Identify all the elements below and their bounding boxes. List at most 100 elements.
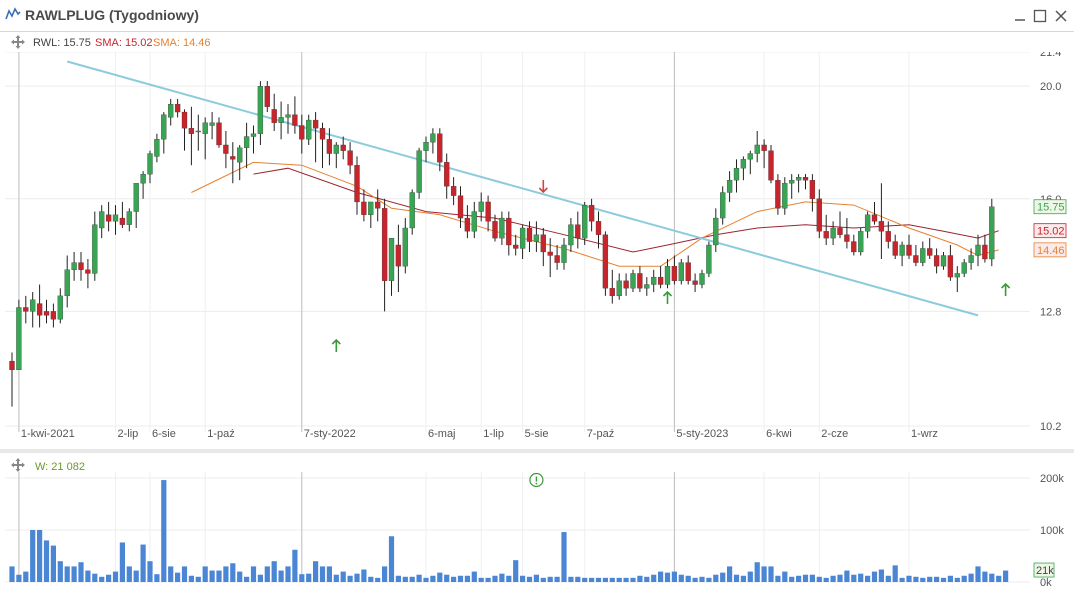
arrow-up-icon <box>331 338 341 352</box>
arrow-down-icon <box>538 180 548 194</box>
candle-body <box>306 119 312 140</box>
pane-separator[interactable] <box>0 449 1074 453</box>
candle-body <box>92 224 98 274</box>
x-tick-label: 2-cze <box>821 428 848 440</box>
move-icon[interactable] <box>10 34 26 50</box>
candle-body <box>685 262 691 281</box>
volume-bar <box>168 566 174 582</box>
volume-bar <box>457 575 464 582</box>
arrow-up-icon <box>1001 282 1011 296</box>
legend-rwl: RWL: 15.75 <box>33 37 91 49</box>
volume-bar <box>616 577 622 582</box>
last-value-label: 15.75 <box>1037 202 1065 214</box>
volume-bar <box>740 575 746 582</box>
move-icon[interactable] <box>10 457 26 473</box>
vol-last-badge <box>1033 562 1055 578</box>
volume-bar <box>361 569 367 582</box>
volume-bar <box>892 565 898 582</box>
volume-bar <box>961 575 967 582</box>
candle-body <box>906 244 912 256</box>
volume-bar <box>50 545 56 582</box>
volume-bar <box>796 575 802 582</box>
volume-bar <box>871 571 878 582</box>
x-tick-label: 1-paź <box>207 428 235 440</box>
volume-bar <box>547 576 553 582</box>
volume-bar <box>230 563 236 582</box>
volume-bar <box>23 571 29 582</box>
volume-bar <box>175 572 181 582</box>
candle-body <box>161 114 167 140</box>
candle-body <box>595 221 602 235</box>
volume-bar <box>595 577 602 582</box>
volume-bar <box>195 576 201 582</box>
candle-body <box>651 276 657 285</box>
arrow-up-head <box>331 338 341 345</box>
candle-body <box>326 139 333 154</box>
volume-bar <box>223 566 229 582</box>
candle-body <box>126 211 132 225</box>
candle-body <box>526 227 533 242</box>
volume-bar <box>264 566 270 582</box>
x-tick-label: 5-sie <box>525 428 549 440</box>
candle-body <box>699 273 705 285</box>
volume-bar <box>816 576 822 582</box>
candle-body <box>706 244 712 274</box>
x-tick-label: 1-wrz <box>911 428 938 440</box>
x-tick-label: 1-lip <box>483 428 504 440</box>
candle-body <box>809 180 816 199</box>
trend-line[interactable] <box>66 60 979 317</box>
volume-bar <box>319 566 326 582</box>
candle-body <box>57 295 63 320</box>
volume-bar <box>368 576 374 582</box>
candle-body <box>43 311 50 316</box>
candle-body <box>637 273 643 289</box>
volume-bar <box>706 577 712 582</box>
last-value-label: 15.02 <box>1037 226 1065 238</box>
volume-bar <box>37 530 43 582</box>
info-circle-icon[interactable] <box>529 472 544 488</box>
volume-bar <box>927 576 933 582</box>
candle-body <box>533 234 540 242</box>
volume-bar <box>188 575 194 582</box>
candle-body <box>885 231 891 242</box>
last-value-badge <box>1033 199 1067 215</box>
volume-bar <box>602 577 608 582</box>
candle-body <box>547 251 553 256</box>
candle-body <box>664 266 671 285</box>
candle-body <box>381 208 388 281</box>
volume-bar <box>78 562 84 582</box>
candle-body <box>733 168 740 181</box>
candle-body <box>154 139 160 157</box>
candle-body <box>657 276 664 285</box>
candle-body <box>9 360 15 371</box>
volume-bar <box>844 570 850 582</box>
candle-body <box>209 122 215 126</box>
candle-body <box>395 244 402 267</box>
volume-bar <box>858 573 864 582</box>
volume-bar <box>292 549 298 582</box>
candle-body <box>430 133 436 143</box>
minimize-icon[interactable] <box>1012 8 1028 24</box>
candle-body <box>554 255 560 263</box>
volume-bar <box>782 571 788 582</box>
volume-bar <box>823 577 829 582</box>
vol-tick-label: 100k <box>1040 525 1064 537</box>
candle-body <box>464 217 471 232</box>
candle-body <box>181 111 188 129</box>
maximize-icon[interactable] <box>1032 8 1048 24</box>
candle-body <box>768 150 774 181</box>
volume-bar <box>561 532 567 582</box>
candle-body <box>519 227 526 249</box>
volume-bar <box>609 577 615 582</box>
volume-bar <box>347 575 353 582</box>
price-chart[interactable]: 21.420.016.012.810.21-kwi-20212-lip6-sie… <box>0 52 1074 450</box>
candle-body <box>947 255 954 278</box>
candle-body <box>720 192 726 219</box>
volume-bar <box>906 575 912 582</box>
close-icon[interactable] <box>1053 8 1069 24</box>
volume-bar <box>161 480 167 582</box>
candle-body <box>616 280 622 297</box>
volume-bar <box>278 570 284 582</box>
volume-bar <box>637 575 643 582</box>
